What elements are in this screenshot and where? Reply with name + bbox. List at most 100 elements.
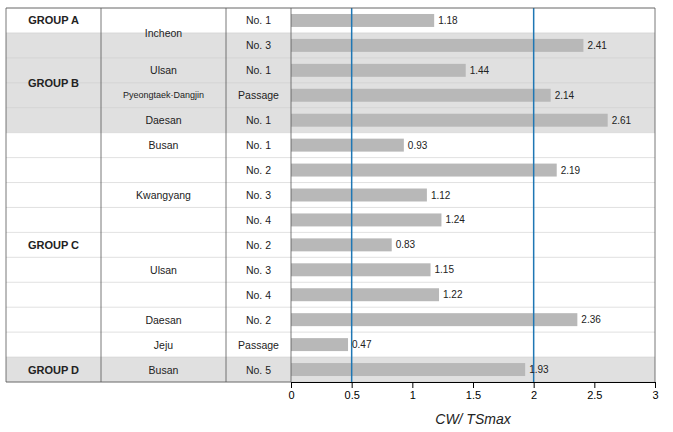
data-label: 1.18: [438, 15, 458, 26]
data-labels: 1.182.411.442.142.610.932.191.121.240.83…: [352, 15, 632, 375]
frame-top: [6, 8, 655, 9]
group-label: GROUP A: [28, 14, 79, 26]
bar: [291, 213, 441, 226]
tick-mark: [473, 382, 474, 388]
category-label: No. 3: [246, 189, 271, 201]
row-divider: [6, 132, 655, 133]
category-label: No. 2: [246, 314, 271, 326]
chart: 1.182.411.442.142.610.932.191.121.240.83…: [0, 0, 673, 432]
tick: 3: [652, 382, 658, 401]
row-divider: [6, 32, 655, 33]
tick-mark: [594, 382, 595, 388]
tick-label: 1.5: [466, 389, 481, 401]
tick-mark: [534, 382, 535, 388]
tick: 0: [288, 382, 294, 401]
port-label: Incheon: [145, 27, 183, 39]
tick: 2: [531, 382, 537, 401]
group-label: GROUP D: [28, 364, 79, 376]
row-divider: [6, 57, 655, 58]
category-label: No. 1: [246, 114, 271, 126]
row-divider: [6, 8, 655, 9]
tick-label: 2: [531, 389, 537, 401]
bar: [291, 14, 434, 27]
port-label: Ulsan: [150, 264, 177, 276]
tick-label: 0: [288, 389, 294, 401]
bar: [291, 114, 608, 127]
data-label: 0.47: [352, 339, 372, 350]
row-dividers: [6, 8, 655, 382]
tick-mark: [352, 382, 353, 388]
bar: [291, 338, 348, 351]
frame-bottom: [6, 382, 291, 383]
bar: [291, 288, 439, 301]
bar: [291, 64, 466, 77]
data-label: 1.93: [529, 364, 549, 375]
data-label: 0.93: [408, 140, 428, 151]
row-divider: [6, 157, 655, 158]
tick-label: 3: [652, 389, 658, 401]
category-label: No. 3: [246, 264, 271, 276]
port-label: Pyeongtaek·Dangjin: [123, 90, 204, 100]
table: GROUP A GROUP B GROUP C GROUP D Incheon Ulsan…: [28, 14, 279, 375]
port-label: Daesan: [145, 114, 181, 126]
tick: 0.5: [345, 382, 360, 401]
row-divider: [6, 282, 655, 283]
tick-mark: [291, 382, 292, 388]
reference-line: [351, 8, 353, 382]
column-border: [226, 8, 227, 382]
column-border: [6, 8, 7, 382]
port-label: Ulsan: [150, 64, 177, 76]
reference-line: [533, 8, 535, 382]
group-label: GROUP B: [28, 77, 79, 89]
bar: [291, 263, 431, 276]
column-border: [655, 8, 656, 382]
data-label: 2.19: [561, 165, 581, 176]
row-divider: [6, 357, 655, 358]
data-label: 1.24: [445, 214, 465, 225]
row-divider: [6, 207, 655, 208]
row-divider: [6, 332, 655, 333]
row-divider: [6, 107, 655, 108]
row-divider: [6, 82, 655, 83]
row-bands: [6, 8, 655, 382]
column-borders: [6, 8, 655, 382]
data-label: 2.14: [555, 90, 575, 101]
data-label: 1.22: [443, 289, 463, 300]
row-divider: [6, 257, 655, 258]
row-divider: [6, 182, 655, 183]
bar: [291, 363, 525, 376]
tick-label: 0.5: [345, 389, 360, 401]
tick-mark: [655, 382, 656, 388]
data-label: 1.15: [435, 264, 455, 275]
data-label: 2.61: [612, 115, 632, 126]
bar: [291, 189, 427, 202]
category-label: No. 4: [246, 289, 271, 301]
bar: [291, 164, 557, 177]
tick: 1.5: [466, 382, 481, 401]
tick-label: 1: [410, 389, 416, 401]
category-label: No. 2: [246, 164, 271, 176]
data-label: 0.83: [396, 239, 416, 250]
row-band: [6, 133, 655, 357]
bar: [291, 89, 551, 102]
column-border: [291, 8, 292, 382]
category-label: No. 4: [246, 214, 271, 226]
group-label: GROUP C: [28, 239, 79, 251]
port-label: Busan: [149, 139, 179, 151]
port-label: Daesan: [145, 314, 181, 326]
bar: [291, 39, 583, 52]
category-label: No. 1: [246, 14, 271, 26]
category-label: No. 1: [246, 139, 271, 151]
x-axis-title: CW/ TSmax: [435, 411, 511, 427]
bar: [291, 238, 392, 251]
row-band: [6, 33, 655, 133]
category-label: Passage: [238, 89, 279, 101]
x-axis: 00.511.522.53: [288, 382, 658, 401]
data-label: 2.41: [587, 40, 607, 51]
category-label: No. 5: [246, 364, 271, 376]
tick-mark: [412, 382, 413, 388]
category-label: Passage: [238, 339, 279, 351]
bar: [291, 139, 404, 152]
axis-line: [292, 383, 656, 389]
category-label: No. 1: [246, 64, 271, 76]
